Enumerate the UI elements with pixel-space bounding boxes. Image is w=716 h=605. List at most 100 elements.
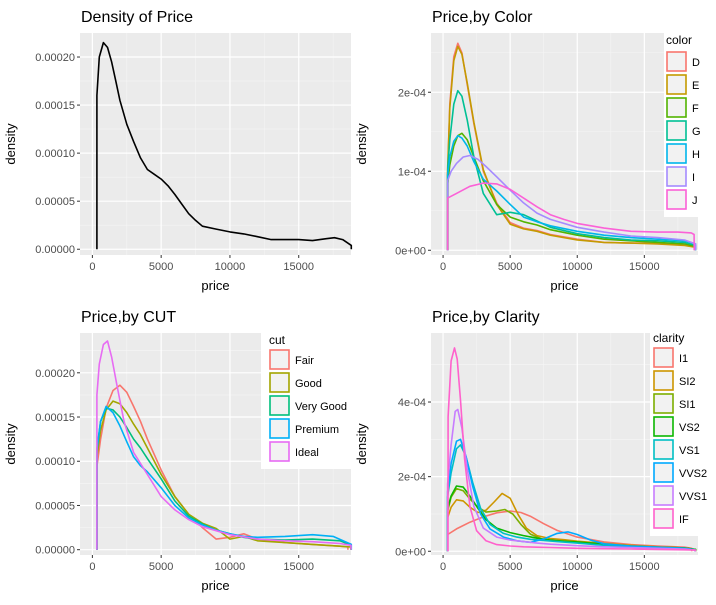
legend-key: [269, 418, 290, 439]
x-tick-label: 10000: [215, 261, 246, 273]
y-tick-label: 0e+00: [395, 546, 426, 558]
x-tick-label: 0: [89, 261, 95, 273]
legend-label: H: [692, 149, 700, 161]
x-tick-label: 0: [440, 261, 446, 273]
y-axis-label: density: [354, 423, 369, 465]
panel-title: Density of Price: [81, 9, 193, 26]
legend-key: [269, 441, 290, 462]
legend: cut Fair Good Very Good Premium Ideal: [261, 330, 351, 469]
legend-key: [653, 416, 674, 437]
legend-label: Fair: [295, 355, 314, 367]
legend-key: [653, 485, 674, 506]
legend-label: SI1: [679, 399, 696, 411]
x-tick-label: 5000: [149, 561, 173, 573]
series-line-ideal: [96, 340, 352, 550]
legend-label: Premium: [295, 424, 339, 436]
y-tick-label: 0.00015: [35, 100, 75, 112]
y-tick-label: 2e-04: [398, 472, 426, 484]
x-axis-label: price: [550, 578, 578, 593]
series-line-h: [446, 134, 697, 251]
x-tick-label: 10000: [562, 561, 593, 573]
legend-key: [653, 370, 674, 391]
series-line-price: [96, 41, 353, 250]
y-tick-label: 0.00000: [35, 545, 75, 557]
legend-label: E: [692, 80, 699, 92]
panel-background: [80, 33, 351, 255]
series-line-if: [447, 347, 697, 552]
series-line-g: [446, 89, 697, 251]
legend-label: J: [692, 195, 698, 207]
legend-label: VVS2: [679, 468, 707, 480]
y-tick-label: 0.00010: [35, 456, 75, 468]
panel-title: Price,by CUT: [81, 309, 176, 326]
y-tick-label: 4e-04: [398, 397, 426, 409]
legend-label: VS2: [679, 422, 700, 434]
legend-label: Good: [295, 378, 322, 390]
panel-4: 0 5000 10000 15000 0e+00 2e-04 4e-04 Price,by C…: [354, 309, 707, 593]
legend-title: clarity: [653, 331, 684, 345]
x-tick-label: 10000: [215, 561, 246, 573]
series-line-e: [446, 45, 696, 251]
x-tick-label: 5000: [498, 261, 522, 273]
legend-key: [666, 166, 687, 187]
legend-label: G: [692, 126, 701, 138]
panel-title: Price,by Color: [432, 9, 533, 26]
legend-key: [653, 347, 674, 368]
y-tick-label: 0.00020: [35, 368, 75, 380]
x-axis-label: price: [550, 278, 578, 293]
panel-3: 0 5000 10000 15000 0.00000 0.00005 0.00010 0.00…: [3, 309, 353, 593]
x-tick-label: 15000: [283, 261, 314, 273]
legend-key: [653, 439, 674, 460]
series-line-j: [446, 182, 695, 251]
panel-2: 0 5000 10000 15000 0e+00 1e-04 2e-04 Price,by C…: [354, 9, 701, 293]
x-tick-label: 15000: [283, 561, 314, 573]
x-tick-label: 10000: [562, 261, 593, 273]
legend-title: cut: [269, 333, 286, 347]
y-tick-label: 0e+00: [395, 245, 426, 257]
series-line-i: [446, 154, 697, 251]
y-tick-label: 0.00000: [35, 244, 75, 256]
legend-key: [666, 97, 687, 118]
x-tick-label: 15000: [629, 261, 660, 273]
legend-key: [666, 51, 687, 72]
series-line-very-good: [96, 407, 353, 550]
legend-key: [653, 393, 674, 414]
x-tick-label: 0: [440, 561, 446, 573]
y-axis-label: density: [354, 123, 369, 165]
y-axis-label: density: [3, 123, 18, 165]
legend-title: color: [666, 33, 692, 47]
legend-label: SI2: [679, 376, 696, 388]
panel-title: Price,by Clarity: [432, 309, 540, 326]
panel-1: 0 5000 10000 15000 0.00000 0.00005 0.00010 0.00…: [3, 9, 353, 293]
x-tick-label: 0: [89, 561, 95, 573]
legend-key: [666, 120, 687, 141]
legend-label: IF: [679, 514, 689, 526]
legend-key: [666, 189, 687, 210]
x-tick-label: 5000: [149, 261, 173, 273]
x-axis-label: price: [201, 578, 229, 593]
legend-label: F: [692, 103, 699, 115]
y-tick-label: 0.00010: [35, 148, 75, 160]
legend-label: Very Good: [295, 401, 347, 413]
legend-key: [269, 372, 290, 393]
y-tick-label: 0.00020: [35, 52, 75, 64]
series-line-f: [446, 132, 697, 251]
legend-key: [666, 143, 687, 164]
legend-key: [653, 508, 674, 529]
legend-label: D: [692, 57, 700, 69]
y-tick-label: 0.00015: [35, 412, 75, 424]
x-axis-label: price: [201, 278, 229, 293]
y-tick-label: 1e-04: [398, 166, 426, 178]
legend-label: I: [692, 172, 695, 184]
legend: clarity I1 SI2 SI1 VS2 VS1 VVS2 VVS1 IF: [650, 328, 707, 536]
y-tick-label: 0.00005: [35, 196, 75, 208]
y-tick-label: 2e-04: [398, 87, 426, 99]
legend-key: [666, 74, 687, 95]
legend-key: [653, 462, 674, 483]
series-line-premium: [96, 405, 353, 550]
x-tick-label: 15000: [629, 561, 660, 573]
y-axis-label: density: [3, 423, 18, 465]
